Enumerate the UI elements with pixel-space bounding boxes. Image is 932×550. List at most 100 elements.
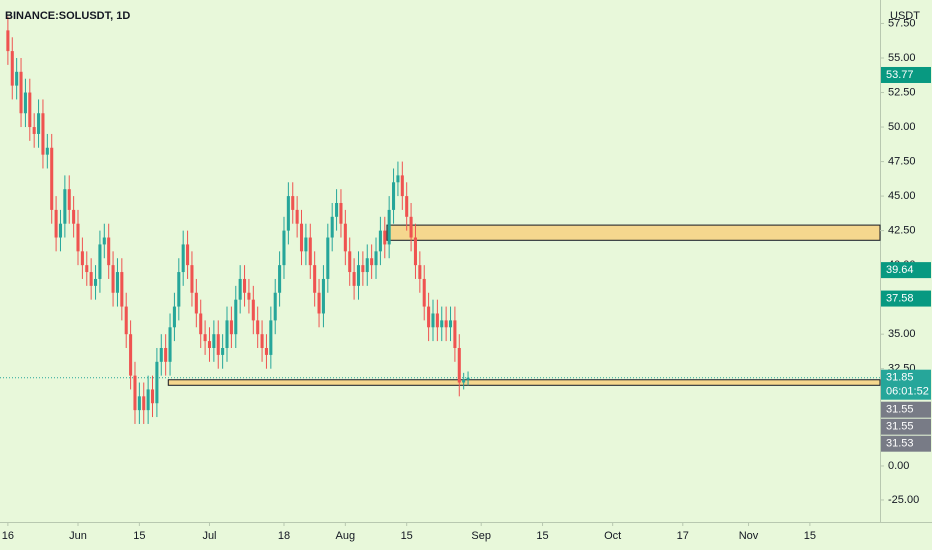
x-tick-label: Jun — [69, 530, 87, 542]
price-badge — [881, 290, 931, 307]
candle-body — [352, 272, 356, 286]
last-price-badge — [881, 369, 931, 400]
candle-body — [330, 216, 334, 238]
candle-body — [286, 196, 290, 231]
candle-body — [466, 377, 470, 380]
candle-body — [32, 127, 36, 134]
candle-body — [431, 313, 435, 328]
candle-body — [313, 265, 317, 293]
candle-body — [28, 92, 32, 128]
candle-body — [462, 379, 466, 383]
candle-body — [164, 348, 168, 362]
candle-body — [387, 209, 391, 245]
y2-tick-label: 0.00 — [888, 460, 909, 472]
candle-body — [129, 334, 133, 376]
axis-unit: USDT — [890, 10, 920, 22]
candle-body — [19, 71, 23, 114]
price-badge-label: 39.64 — [886, 264, 914, 276]
x-tick-label: Aug — [336, 530, 356, 542]
price-badge-label: 31.53 — [886, 438, 914, 450]
candle-body — [80, 251, 84, 266]
candle-body — [172, 306, 176, 328]
candle-body — [317, 292, 321, 314]
candle-body — [440, 320, 444, 328]
candle-body — [457, 348, 461, 383]
candle-body — [435, 313, 439, 328]
candle-body — [142, 396, 146, 411]
candle-body — [150, 389, 155, 404]
candle-body — [400, 175, 404, 197]
candle-body — [243, 278, 247, 293]
candle-body — [72, 209, 76, 224]
candle-body — [10, 51, 14, 86]
candle-body — [63, 189, 67, 224]
candle-body — [422, 278, 426, 307]
candle-body — [137, 396, 141, 411]
candle-body — [194, 292, 198, 314]
chart-title: BINANCE:SOLUSDT, 1D — [5, 10, 130, 22]
candle-body — [295, 209, 299, 224]
candle-body — [94, 278, 98, 286]
candle-body — [203, 334, 207, 342]
candle-body — [50, 147, 54, 210]
candle-body — [247, 292, 251, 300]
candle-body — [168, 327, 172, 362]
x-tick-label: 15 — [401, 530, 413, 542]
candle-body — [15, 71, 19, 86]
x-tick-label: Sep — [471, 530, 491, 542]
candle-body — [273, 292, 277, 321]
candle-body — [383, 230, 387, 245]
candle-body — [308, 237, 312, 266]
price-badge — [881, 435, 931, 452]
candle-body — [146, 389, 150, 411]
candle-body — [133, 375, 137, 411]
countdown: 06:01:52 — [886, 386, 929, 398]
candle-body — [413, 237, 417, 266]
candle-body — [269, 320, 273, 355]
price-badge — [881, 262, 931, 279]
y-tick-label: 55.00 — [888, 52, 916, 64]
x-tick-label: 16 — [2, 530, 14, 542]
price-badge-label: 53.77 — [886, 69, 914, 81]
candle-body — [155, 361, 159, 404]
price-badge-label: 31.55 — [886, 421, 914, 433]
candle-body — [207, 341, 212, 348]
candle-body — [120, 272, 124, 307]
y-tick-label: 47.50 — [888, 155, 916, 167]
candle-body — [85, 265, 89, 273]
candle-body — [251, 299, 255, 321]
candle-body — [335, 203, 339, 217]
candle-body — [67, 189, 71, 210]
candle-body — [374, 251, 378, 266]
candle-body — [229, 320, 233, 335]
y-tick-label: 42.50 — [888, 225, 916, 237]
candle-body — [181, 244, 185, 273]
candle-body — [124, 306, 128, 335]
candle-body — [326, 237, 330, 279]
x-tick-label: 18 — [278, 530, 290, 542]
y-tick-label: 35.00 — [888, 328, 916, 340]
candle-body — [356, 265, 361, 286]
candle-body — [448, 320, 453, 328]
candle-body — [45, 147, 49, 155]
candle-body — [159, 348, 163, 362]
zone — [167, 379, 881, 386]
y-tick-label: 50.00 — [888, 121, 916, 133]
x-tick-label: 15 — [536, 530, 548, 542]
x-tick-label: 15 — [133, 530, 145, 542]
candle-body — [221, 348, 225, 355]
candle-body — [427, 306, 431, 328]
candle-body — [37, 113, 41, 134]
price-badge — [881, 401, 931, 418]
price-badge — [881, 66, 931, 83]
y-tick-label: 57.50 — [888, 17, 916, 29]
candle-body — [365, 258, 369, 273]
candle-body — [339, 203, 343, 224]
candle-body — [107, 237, 111, 266]
x-tick-label: Nov — [739, 530, 759, 542]
candle-body — [343, 223, 347, 252]
candle-body — [225, 320, 229, 348]
candle-body — [54, 209, 58, 238]
